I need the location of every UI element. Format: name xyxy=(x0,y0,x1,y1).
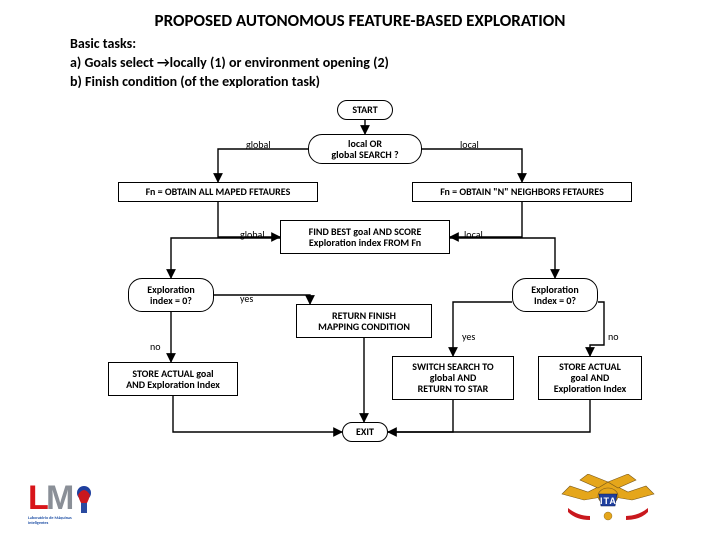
svg-text:M: M xyxy=(46,479,73,517)
node-store_r: STORE ACTUALgoal ANDExploration Index xyxy=(538,356,642,400)
flowchart: START local ORglobal SEARCH ? Fn = OBTAIN … xyxy=(0,92,720,462)
page-title: PROPOSED AUTONOMOUS FEATURE-BASED EXPLOR… xyxy=(0,0,720,35)
arrow-6 xyxy=(450,238,555,278)
node-find: FIND BEST goal AND SCOREExploration inde… xyxy=(280,220,450,254)
node-exp_l: Explorationindex = 0? xyxy=(128,278,214,312)
node-store_l: STORE ACTUAL goalAND Exploration Index xyxy=(108,362,238,396)
node-exit: EXIT xyxy=(342,422,388,442)
lm-icon: L M Laboratório de Máquinas Inteligentes xyxy=(28,479,118,529)
edge-label-no_l: no xyxy=(150,342,161,352)
edge-label-local1: local xyxy=(460,140,479,150)
arrow-5 xyxy=(171,238,280,278)
sub-line1: Basic tasks: xyxy=(70,35,650,54)
arrow-13 xyxy=(388,400,453,432)
logo-ita: ITA xyxy=(558,474,658,534)
arrow-7 xyxy=(214,295,310,304)
node-exp_r: ExplorationIndex = 0? xyxy=(512,278,598,312)
sub-line2: a) Goals select →locally (1) or environm… xyxy=(70,54,650,73)
edge-label-yes_l: yes xyxy=(240,294,253,304)
arrow-12 xyxy=(173,396,342,432)
arrow-1 xyxy=(218,149,308,182)
node-fn_n: Fn = OBTAIN "N" NEIGHBORS FETAURES xyxy=(412,182,632,202)
sub-line3: b) Finish condition (of the exploration … xyxy=(70,73,650,92)
svg-text:Inteligentes: Inteligentes xyxy=(28,521,49,526)
logo-lm: L M Laboratório de Máquinas Inteligentes xyxy=(28,479,118,534)
node-fn_all: Fn = OBTAIN ALL MAPED FETAURES xyxy=(118,182,318,202)
footer-logos: L M Laboratório de Máquinas Inteligentes… xyxy=(0,472,720,540)
node-start: START xyxy=(337,100,393,120)
edge-label-no_r: no xyxy=(608,332,619,342)
basic-tasks: Basic tasks: a) Goals select →locally (1… xyxy=(0,35,720,92)
node-finish: RETURN FINISHMAPPING CONDITION xyxy=(296,304,432,338)
edge-label-yes_r: yes xyxy=(462,332,475,342)
arrow-2 xyxy=(422,149,522,182)
arrow-10 xyxy=(590,302,604,356)
svg-text:ITA: ITA xyxy=(600,496,617,506)
node-search: local ORglobal SEARCH ? xyxy=(308,134,422,164)
arrow-9 xyxy=(453,302,512,356)
arrow-4 xyxy=(450,202,522,237)
edge-label-global2: global xyxy=(240,230,265,240)
svg-text:L: L xyxy=(28,479,48,517)
edge-label-global1: global xyxy=(246,140,271,150)
edge-label-local2: local xyxy=(464,230,483,240)
node-switch: SWITCH SEARCH TOglobal ANDRETURN TO STAR xyxy=(392,356,514,400)
arrow-14 xyxy=(388,400,590,432)
ita-icon: ITA xyxy=(558,474,658,529)
